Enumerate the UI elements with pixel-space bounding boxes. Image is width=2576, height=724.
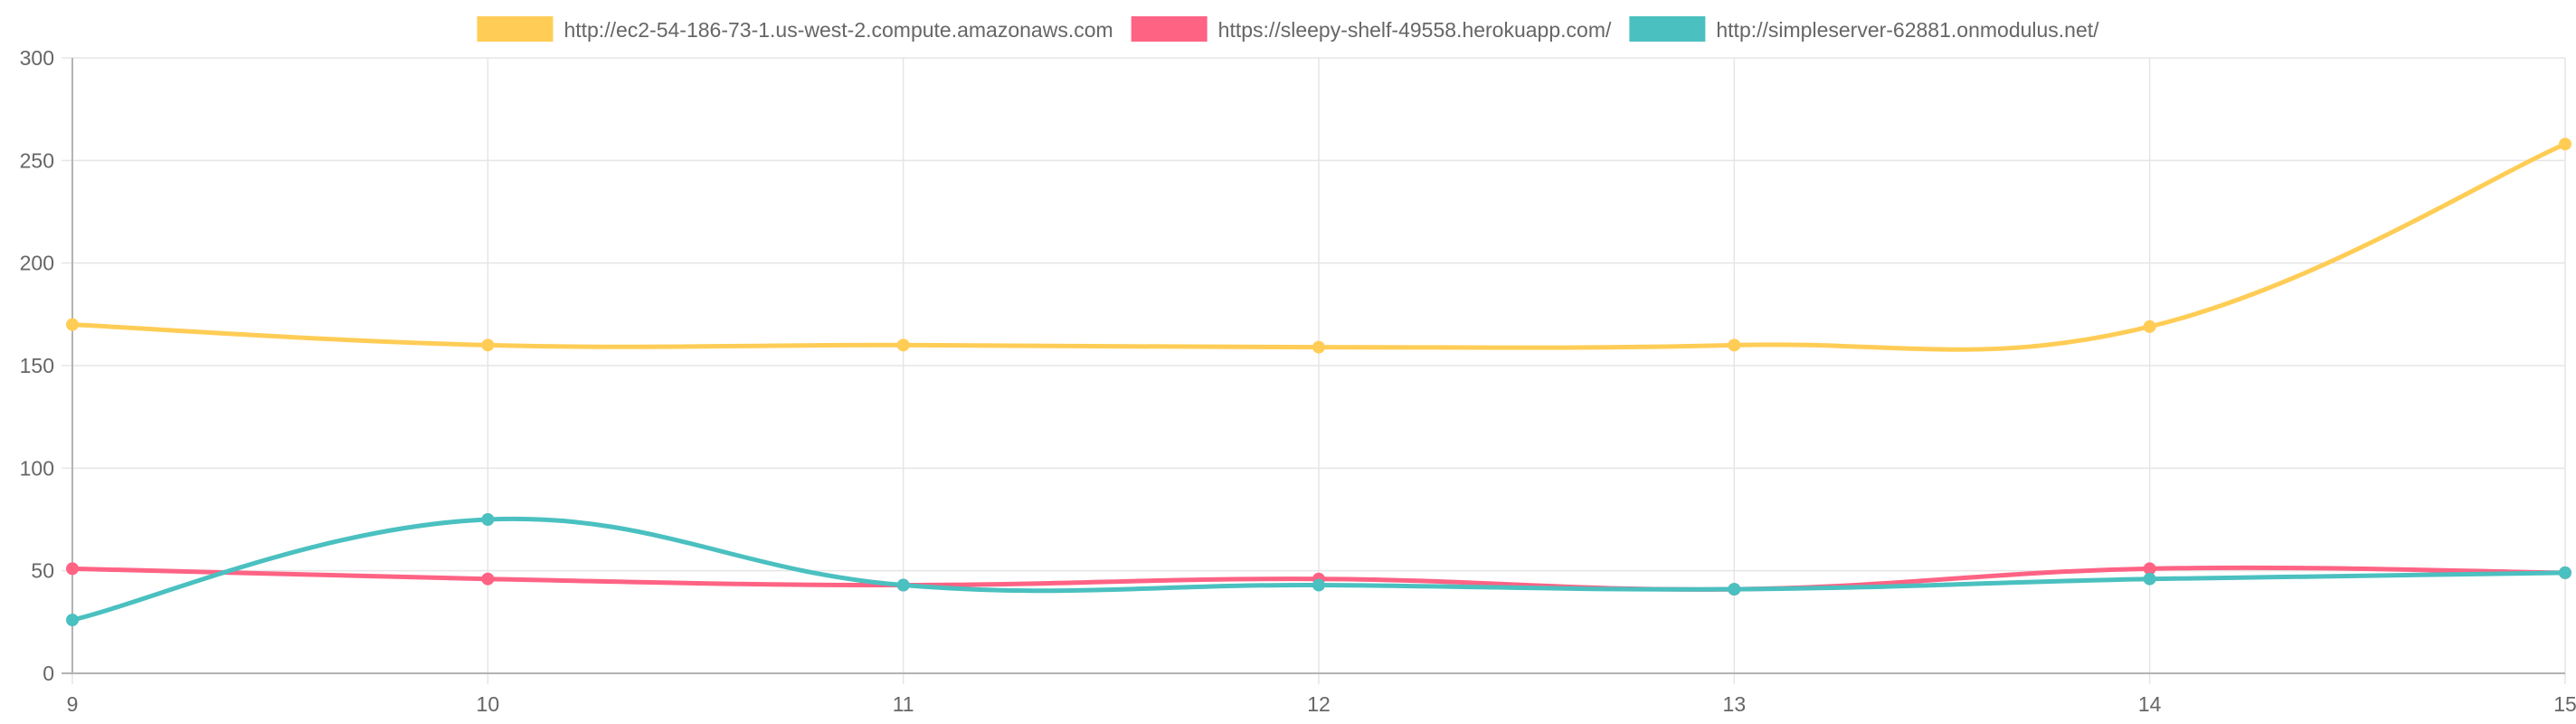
y-axis-tick-labels: 0 50 100 150 200 250 300 bbox=[20, 46, 54, 685]
series-lines bbox=[66, 138, 2571, 627]
legend-label: http://simpleserver-62881.onmodulus.net/ bbox=[1716, 18, 2099, 42]
y-tick-label: 50 bbox=[31, 559, 54, 583]
data-point[interactable] bbox=[896, 578, 910, 592]
data-point[interactable] bbox=[66, 614, 79, 627]
grid-lines bbox=[62, 57, 2566, 684]
x-tick-label: 13 bbox=[1723, 692, 1747, 716]
y-tick-label: 150 bbox=[20, 354, 54, 377]
series-1 bbox=[66, 138, 2571, 354]
legend-label: http://ec2-54-186-73-1.us-west-2.compute… bbox=[564, 18, 1113, 42]
y-tick-label: 100 bbox=[20, 456, 54, 480]
x-axis-tick-labels: 9 10 11 12 13 14 15 bbox=[67, 692, 2576, 716]
x-tick-label: 12 bbox=[1307, 692, 1331, 716]
data-point[interactable] bbox=[1312, 340, 1325, 354]
data-point[interactable] bbox=[66, 318, 79, 331]
y-tick-label: 200 bbox=[20, 252, 54, 275]
legend-item[interactable]: http://ec2-54-186-73-1.us-west-2.compute… bbox=[477, 16, 1113, 42]
x-tick-label: 10 bbox=[477, 692, 500, 716]
data-point[interactable] bbox=[481, 513, 495, 526]
legend-item[interactable]: https://sleepy-shelf-49558.herokuapp.com… bbox=[1131, 16, 1612, 42]
data-point[interactable] bbox=[1312, 578, 1325, 592]
x-tick-label: 15 bbox=[2553, 692, 2576, 716]
y-tick-label: 0 bbox=[43, 662, 54, 685]
legend-label: https://sleepy-shelf-49558.herokuapp.com… bbox=[1218, 18, 1612, 42]
legend-swatch bbox=[1131, 16, 1208, 42]
data-point[interactable] bbox=[481, 572, 495, 586]
data-point[interactable] bbox=[896, 338, 910, 352]
data-point[interactable] bbox=[66, 562, 79, 576]
legend-swatch bbox=[477, 16, 554, 42]
legend-item[interactable]: http://simpleserver-62881.onmodulus.net/ bbox=[1629, 16, 2099, 42]
data-point[interactable] bbox=[2559, 566, 2571, 579]
series-3 bbox=[66, 513, 2571, 627]
y-tick-label: 250 bbox=[20, 148, 54, 172]
x-tick-label: 14 bbox=[2138, 692, 2162, 716]
data-point[interactable] bbox=[1728, 338, 1741, 352]
data-point[interactable] bbox=[1728, 583, 1741, 596]
legend[interactable]: http://ec2-54-186-73-1.us-west-2.compute… bbox=[477, 16, 2099, 42]
data-point[interactable] bbox=[481, 338, 495, 352]
x-tick-label: 9 bbox=[67, 692, 79, 716]
data-point[interactable] bbox=[2143, 319, 2156, 333]
legend-swatch bbox=[1629, 16, 1706, 42]
data-point[interactable] bbox=[2559, 138, 2571, 151]
x-tick-label: 11 bbox=[893, 692, 914, 716]
data-point[interactable] bbox=[2143, 572, 2156, 586]
y-tick-label: 300 bbox=[20, 46, 54, 70]
